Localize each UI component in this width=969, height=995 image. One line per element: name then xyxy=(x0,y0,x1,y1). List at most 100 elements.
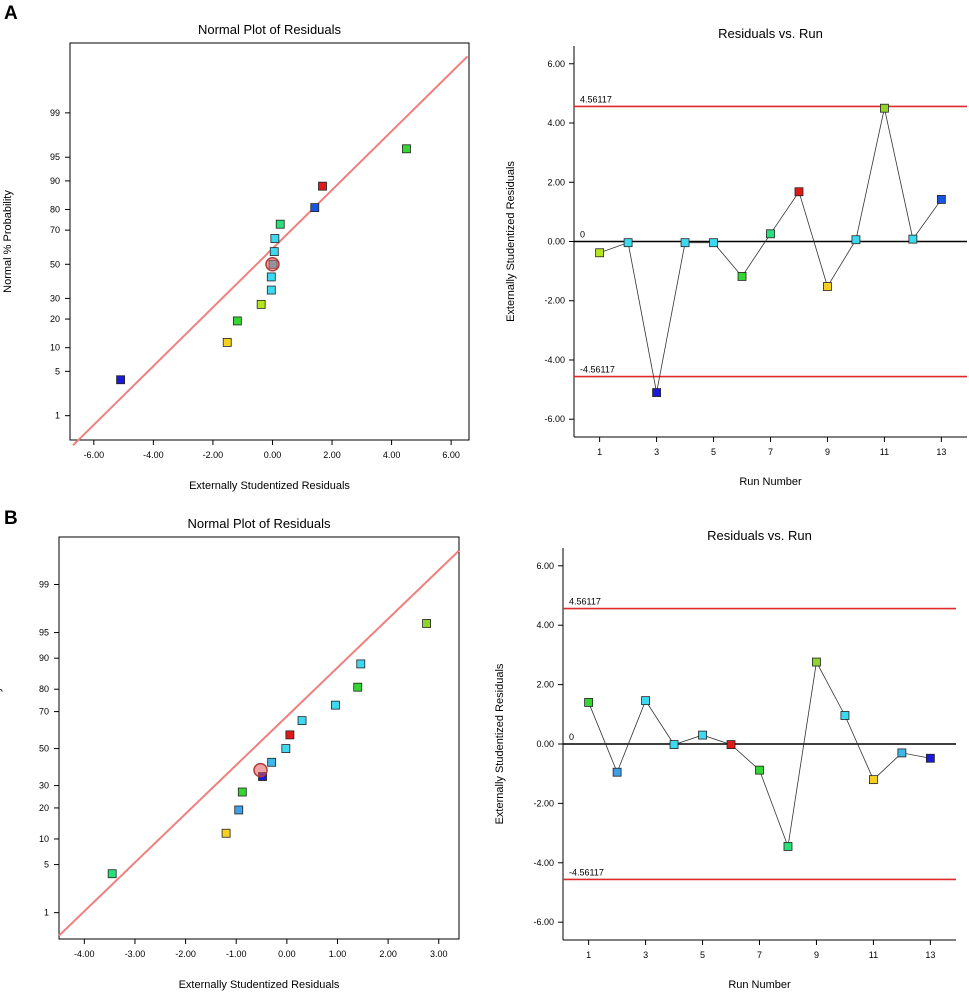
x-tick-label: 1 xyxy=(586,950,591,960)
y-tick-label: 99 xyxy=(39,580,49,590)
data-point xyxy=(925,753,935,763)
x-tick-label: 5 xyxy=(711,447,716,457)
upper-limit-label: 4.56117 xyxy=(580,94,612,104)
normal-plot-b: Normal Plot of Residuals Externally Stude… xyxy=(0,516,460,991)
y-tick-label: 1 xyxy=(44,908,49,918)
data-point xyxy=(840,711,850,720)
y-axis-label: Externally Studentized Residuals xyxy=(505,161,517,322)
y-tick-label: 99 xyxy=(50,108,60,118)
panel-label-a: A xyxy=(4,3,18,24)
data-point xyxy=(232,316,242,326)
x-tick-label: -6.00 xyxy=(84,450,105,460)
normal-plot-a: Normal Plot of Residuals Externally Stude… xyxy=(2,22,470,492)
data-point xyxy=(107,869,117,879)
x-tick-label: -2.00 xyxy=(203,450,224,460)
y-tick-label: 20 xyxy=(50,314,60,324)
data-point xyxy=(222,338,232,347)
data-point xyxy=(310,203,320,213)
data-point xyxy=(234,805,244,815)
data-point xyxy=(641,696,650,706)
x-tick-label: 1 xyxy=(597,447,602,457)
y-tick-label: 80 xyxy=(39,684,49,694)
data-point xyxy=(709,238,718,248)
data-point xyxy=(422,619,431,628)
chart-title: Normal Plot of Residuals xyxy=(198,22,342,37)
y-tick-label: -2.00 xyxy=(533,798,554,808)
y-tick-label: 2.00 xyxy=(547,177,565,187)
x-tick-label: -3.00 xyxy=(125,949,146,959)
data-point xyxy=(116,375,126,385)
x-tick-label: -4.00 xyxy=(143,450,164,460)
x-tick-label: 3 xyxy=(654,447,659,457)
data-point xyxy=(402,144,411,154)
data-point xyxy=(623,238,633,248)
data-point xyxy=(612,767,622,777)
x-tick-label: 3.00 xyxy=(430,949,448,959)
y-tick-label: 1 xyxy=(55,411,60,421)
lower-limit-label: -4.56117 xyxy=(580,365,615,375)
y-tick-label: 30 xyxy=(39,781,49,791)
data-point xyxy=(237,787,247,797)
plot-frame xyxy=(69,42,470,441)
data-point xyxy=(794,187,804,197)
y-tick-label: 5 xyxy=(44,860,49,870)
data-point xyxy=(869,775,878,785)
data-point xyxy=(584,698,594,707)
data-point xyxy=(698,730,707,740)
y-tick-label: -6.00 xyxy=(544,414,565,424)
data-point xyxy=(908,234,918,244)
y-tick-label: 4.00 xyxy=(547,118,565,128)
data-point xyxy=(669,740,679,749)
data-point xyxy=(269,247,279,257)
data-point xyxy=(812,657,821,667)
y-tick-label: 30 xyxy=(50,293,60,303)
data-point xyxy=(266,285,276,295)
x-tick-label: 0.00 xyxy=(264,450,282,460)
x-tick-label: 9 xyxy=(825,447,830,457)
highlighted-point xyxy=(265,257,280,272)
data-point xyxy=(680,238,690,248)
y-tick-label: -6.00 xyxy=(533,917,554,927)
data-point xyxy=(297,716,307,726)
data-point xyxy=(726,740,736,749)
y-tick-label: 10 xyxy=(50,343,60,353)
data-point xyxy=(595,248,605,258)
x-tick-label: 6.00 xyxy=(442,450,460,460)
x-axis-label: Externally Studentized Residuals xyxy=(179,979,340,991)
y-tick-label: 90 xyxy=(39,653,49,663)
y-tick-label: 95 xyxy=(39,628,49,638)
y-axis-label: Normal % Probability xyxy=(0,686,3,789)
data-point xyxy=(221,828,231,838)
x-tick-label: -1.00 xyxy=(226,949,247,959)
x-axis-label: Run Number xyxy=(739,476,802,488)
highlighted-point xyxy=(253,762,268,778)
y-tick-label: 95 xyxy=(50,152,60,162)
x-tick-label: 7 xyxy=(757,950,762,960)
y-tick-label: 70 xyxy=(50,225,60,235)
data-point xyxy=(266,272,276,282)
data-point xyxy=(256,299,266,309)
data-point xyxy=(275,219,285,229)
data-point xyxy=(755,765,764,775)
y-axis-label: Externally Studentized Residuals xyxy=(494,663,506,824)
y-tick-label: 90 xyxy=(50,176,60,186)
y-tick-label: 2.00 xyxy=(536,680,554,690)
data-point xyxy=(823,282,832,291)
y-tick-label: 50 xyxy=(39,744,49,754)
chart-title: Residuals vs. Run xyxy=(707,528,812,543)
zero-line-label: 0 xyxy=(569,732,574,742)
lower-limit-label: -4.56117 xyxy=(569,867,604,877)
y-tick-label: -2.00 xyxy=(544,296,565,306)
y-tick-label: 6.00 xyxy=(536,561,554,571)
y-tick-label: 6.00 xyxy=(547,59,565,69)
data-point xyxy=(783,842,793,851)
y-tick-label: 4.00 xyxy=(536,620,554,630)
x-tick-label: -4.00 xyxy=(74,949,95,959)
y-tick-label: 80 xyxy=(50,205,60,215)
y-tick-label: 5 xyxy=(55,366,60,376)
y-tick-label: 20 xyxy=(39,803,49,813)
x-tick-label: 0.00 xyxy=(278,949,296,959)
reference-line xyxy=(58,549,460,937)
y-axis-label: Normal % Probability xyxy=(2,190,14,293)
